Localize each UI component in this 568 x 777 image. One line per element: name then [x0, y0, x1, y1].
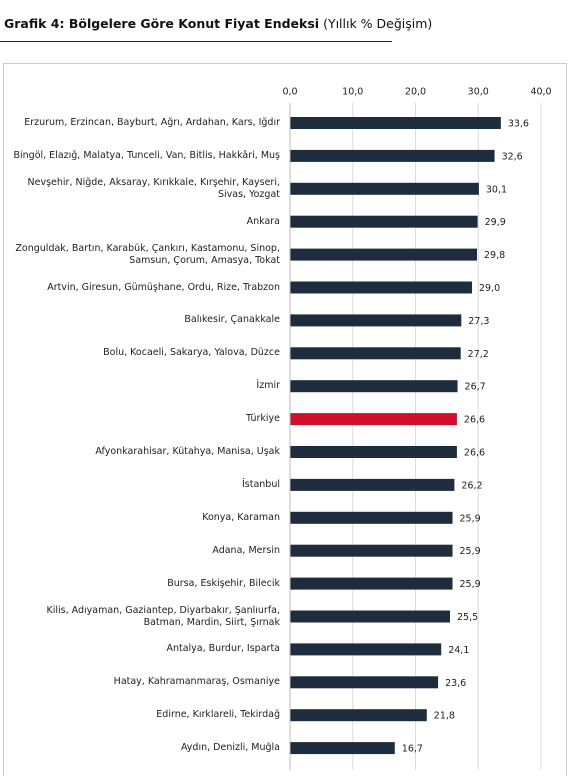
bar	[290, 149, 495, 162]
bar	[290, 446, 457, 458]
chart-title: Grafik 4: Bölgelere Göre Konut Fiyat End…	[4, 16, 432, 31]
bar	[290, 676, 439, 689]
category-label: Bolu, Kocaeli, Sakarya, Yalova, Düzce	[103, 347, 280, 359]
bar	[290, 314, 462, 327]
value-label: 29,9	[485, 217, 506, 228]
value-label: 25,9	[460, 513, 481, 524]
bar	[290, 478, 455, 491]
category-label: Adana, Mersin	[212, 544, 280, 556]
chart-frame	[3, 63, 567, 776]
bar	[290, 610, 451, 623]
category-label: Zonguldak, Bartın, Karabük, Çankırı, Kas…	[15, 242, 280, 266]
title-main: Grafik 4: Bölgelere Göre Konut Fiyat End…	[4, 16, 320, 31]
bar	[290, 413, 457, 426]
value-label: 25,9	[460, 579, 481, 590]
category-label: Antalya, Burdur, Isparta	[166, 643, 280, 655]
bar	[290, 742, 395, 755]
value-label: 24,1	[448, 645, 469, 656]
bar	[290, 117, 501, 129]
bar	[290, 380, 458, 393]
category-label: İzmir	[256, 380, 280, 392]
value-label: 32,6	[502, 151, 523, 162]
category-label: Aydın, Denizli, Muğla	[180, 742, 280, 754]
value-label: 27,3	[468, 316, 489, 327]
category-label: Afyonkarahisar, Kütahya, Manisa, Uşak	[95, 446, 280, 457]
title-sub: (Yıllık % Değişim)	[323, 16, 433, 31]
category-label: İstanbul	[241, 478, 280, 490]
category-label: Kilis, Adıyaman, Gaziantep, Diyarbakır, …	[46, 604, 280, 628]
value-label: 23,6	[445, 678, 466, 689]
category-label: Balıkesir, Çanakkale	[184, 314, 280, 326]
bar	[290, 511, 453, 524]
x-tick-label: 10,0	[342, 87, 363, 98]
bar	[290, 182, 479, 195]
value-label: 26,6	[464, 448, 485, 459]
bar	[290, 347, 461, 360]
category-label: Türkiye	[245, 413, 280, 425]
title-rule	[0, 41, 392, 42]
bar	[290, 215, 478, 228]
x-tick-label: 20,0	[405, 87, 426, 98]
value-label: 33,6	[508, 119, 529, 130]
category-label: Konya, Karaman	[202, 511, 280, 523]
bar	[290, 281, 472, 294]
x-tick-label: 40,0	[530, 87, 551, 98]
category-label: Artvin, Giresun, Gümüşhane, Ordu, Rize, …	[47, 281, 280, 293]
bar	[290, 544, 453, 557]
value-label: 21,8	[434, 711, 455, 722]
value-label: 26,6	[464, 415, 485, 426]
x-tick-label: 0,0	[282, 87, 297, 98]
bar	[290, 248, 477, 261]
bar	[290, 643, 442, 656]
bar	[290, 577, 453, 590]
category-label: Erzurum, Erzincan, Bayburt, Ağrı, Ardaha…	[24, 117, 280, 128]
category-label: Edirne, Kırklareli, Tekirdağ	[156, 709, 280, 721]
value-label: 29,8	[484, 250, 505, 261]
category-label: Bingöl, Elazığ, Malatya, Tunceli, Van, B…	[13, 149, 280, 161]
value-label: 27,2	[468, 349, 489, 360]
bar	[290, 709, 427, 722]
value-label: 25,5	[457, 612, 478, 623]
value-label: 29,0	[479, 283, 500, 294]
category-label: Nevşehir, Niğde, Aksaray, Kırıkkale, Kır…	[27, 176, 280, 200]
category-label: Hatay, Kahramanmaraş, Osmaniye	[113, 676, 280, 688]
value-label: 16,7	[402, 744, 423, 755]
value-label: 25,9	[460, 546, 481, 557]
value-label: 30,1	[486, 184, 507, 195]
x-tick-label: 30,0	[468, 87, 489, 98]
value-label: 26,7	[465, 382, 486, 393]
category-label: Bursa, Eskişehir, Bilecik	[167, 577, 280, 589]
value-label: 26,2	[461, 480, 482, 491]
category-label: Ankara	[246, 215, 280, 227]
